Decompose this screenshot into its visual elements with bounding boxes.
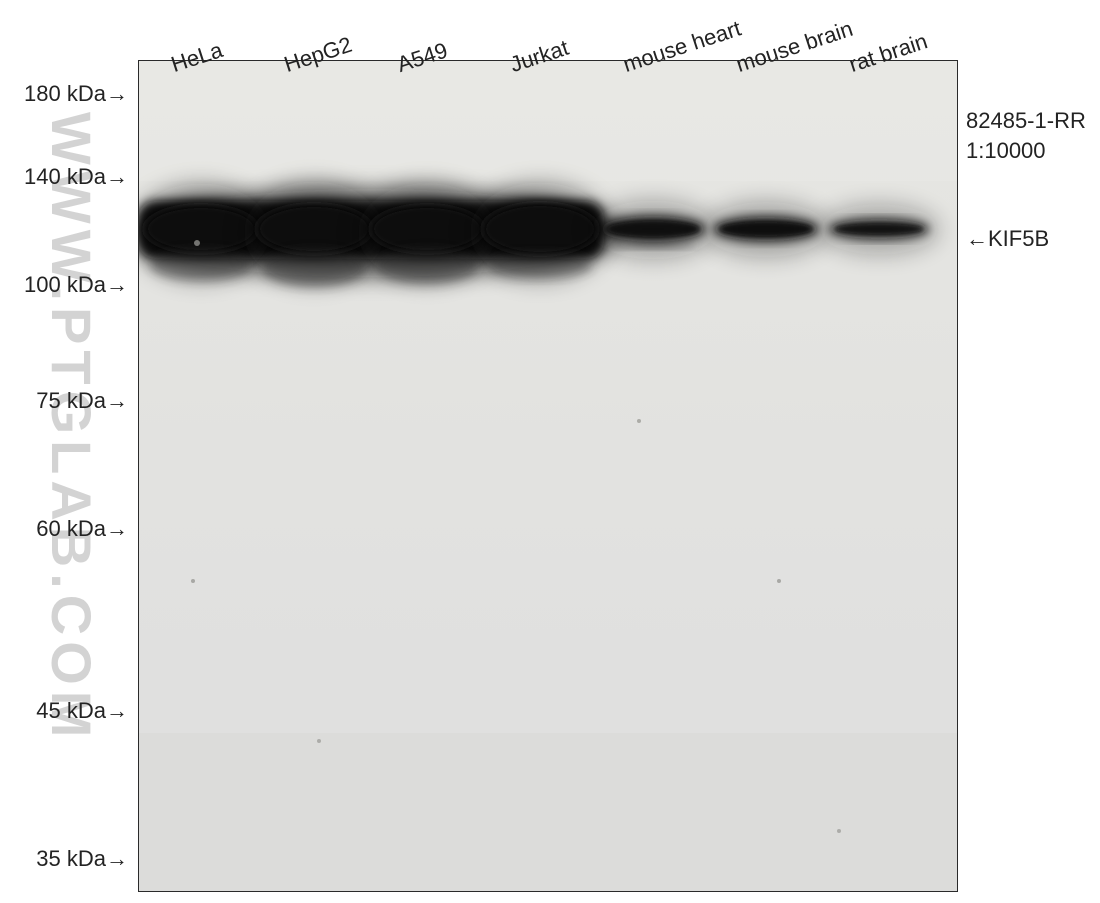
arrow-right-icon: → [106, 516, 128, 541]
arrow-right-icon: → [106, 698, 128, 723]
mw-marker-label: 180 kDa→ [0, 81, 128, 107]
arrow-right-icon: → [106, 81, 128, 106]
catalog-number: 82485-1-RR [966, 108, 1086, 134]
mw-marker-label: 45 kDa→ [0, 698, 128, 724]
watermark-text: WWW.PTGLAB.COM [39, 112, 104, 743]
dilution-label: 1:10000 [966, 138, 1046, 164]
mw-value: 45 kDa [36, 698, 106, 723]
mw-marker-label: 75 kDa→ [0, 388, 128, 414]
mw-value: 75 kDa [36, 388, 106, 413]
target-name: KIF5B [988, 226, 1049, 251]
mw-value: 60 kDa [36, 516, 106, 541]
arrow-right-icon: → [106, 164, 128, 189]
arrow-right-icon: → [106, 846, 128, 871]
mw-marker-label: 140 kDa→ [0, 164, 128, 190]
arrow-right-icon: → [106, 272, 128, 297]
mw-marker-label: 60 kDa→ [0, 516, 128, 542]
blot-frame [138, 60, 958, 892]
mw-marker-label: 35 kDa→ [0, 846, 128, 872]
mw-value: 180 kDa [24, 81, 106, 106]
mw-value: 140 kDa [24, 164, 106, 189]
mw-value: 35 kDa [36, 846, 106, 871]
arrow-left-icon: ← [966, 226, 988, 251]
arrow-right-icon: → [106, 388, 128, 413]
mw-value: 100 kDa [24, 272, 106, 297]
target-band-label: ←KIF5B [966, 226, 1049, 252]
figure-canvas: WWW.PTGLAB.COM 180 kDa→140 kDa→100 kDa→7… [0, 0, 1100, 903]
blot-svg [139, 61, 958, 892]
mw-marker-label: 100 kDa→ [0, 272, 128, 298]
blot-background [139, 61, 957, 891]
